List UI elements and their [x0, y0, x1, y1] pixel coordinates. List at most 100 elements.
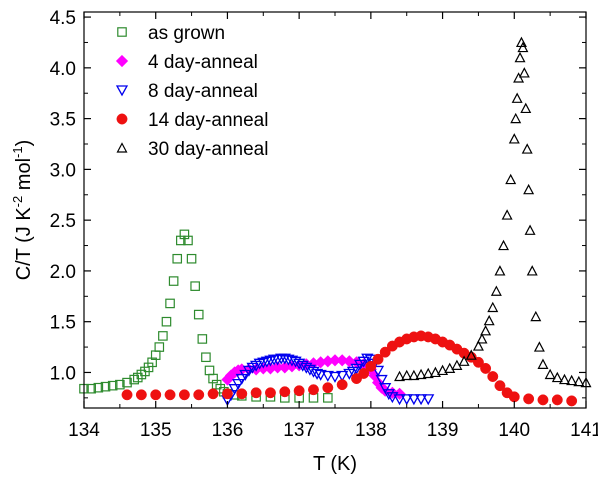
y-tick-label: 1.0	[50, 363, 76, 384]
data-point	[310, 368, 324, 380]
legend-marker	[116, 142, 128, 153]
data-point	[207, 388, 219, 400]
legend-marker	[115, 85, 129, 97]
y-tick-label: 4.0	[50, 59, 76, 80]
data-point	[544, 368, 556, 380]
data-point	[336, 354, 349, 367]
data-point	[566, 395, 578, 407]
x-tick-label: 136	[212, 420, 244, 441]
data-point	[518, 67, 530, 78]
data-point	[382, 389, 395, 401]
data-point	[465, 349, 477, 360]
y-tick-label: 3.5	[50, 110, 76, 131]
data-point	[476, 333, 488, 344]
data-point	[551, 394, 563, 406]
data-point	[176, 235, 186, 246]
data-point	[260, 356, 273, 368]
data-point	[193, 309, 204, 320]
data-point	[158, 331, 168, 341]
data-point	[190, 281, 200, 291]
x-axis-title: T (K)	[313, 453, 357, 475]
data-point	[208, 373, 218, 384]
data-point	[558, 373, 570, 385]
data-point	[86, 383, 96, 394]
data-point	[422, 367, 434, 379]
data-point	[161, 316, 172, 327]
y-axis: 1.0 1.5 2.0 2.5 3.0 3.5 4.0 4.5	[50, 8, 586, 399]
x-tick-label: 140	[498, 420, 530, 441]
data-point	[232, 378, 245, 390]
legend-label: 14 day-anneal	[148, 110, 268, 131]
data-point	[573, 375, 585, 387]
data-point	[407, 394, 420, 406]
data-point	[308, 384, 319, 396]
legend-marker	[117, 27, 127, 37]
data-point	[379, 346, 391, 358]
data-point	[228, 384, 241, 396]
data-point	[400, 394, 413, 406]
data-point	[487, 371, 499, 382]
data-point	[150, 389, 162, 401]
data-point	[480, 325, 492, 336]
y-tick-label: 4.5	[50, 8, 76, 29]
data-point	[201, 352, 211, 363]
data-point	[100, 381, 111, 392]
legend-item: 30 day-anneal	[116, 139, 268, 160]
data-point	[537, 358, 549, 369]
data-point	[129, 374, 139, 385]
data-point	[165, 298, 175, 309]
data-point	[490, 285, 502, 296]
data-point	[414, 394, 428, 406]
x-tick-label: 139	[427, 420, 459, 441]
legend-item: 4 day-anneal	[115, 52, 258, 73]
data-point	[93, 382, 104, 393]
data-point	[505, 173, 517, 185]
data-point	[204, 365, 215, 376]
data-point	[143, 362, 154, 373]
data-point	[437, 364, 449, 376]
legend-label: 30 day-anneal	[148, 139, 268, 160]
data-point	[551, 371, 563, 383]
data-point	[444, 362, 456, 373]
data-point	[375, 374, 388, 386]
data-point	[511, 92, 523, 103]
data-point	[517, 41, 529, 53]
data-point	[379, 383, 392, 395]
data-point	[314, 369, 327, 381]
data-point	[526, 265, 538, 276]
y-tick-label: 2.0	[50, 262, 76, 283]
data-point	[386, 392, 399, 404]
data-point	[107, 380, 118, 391]
legend-marker	[115, 54, 129, 68]
y-tick-label: 1.5	[50, 313, 76, 334]
data-point	[121, 389, 133, 401]
data-point	[494, 380, 506, 392]
y-tick-label: 3.0	[50, 160, 76, 181]
data-point	[135, 389, 147, 401]
data-point	[278, 353, 291, 365]
data-point	[132, 372, 143, 383]
legend-item: 8 day-anneal	[115, 81, 258, 102]
data-point	[279, 386, 291, 398]
y-tick-label: 2.5	[50, 211, 76, 232]
data-point	[524, 224, 536, 235]
data-point	[372, 353, 384, 365]
x-axis: 134 135 136 137 138 139 140 141	[68, 12, 598, 441]
data-point	[483, 314, 495, 326]
legend: as grown 4 day-anneal 8 day-anneal 14 day-a…	[115, 23, 268, 160]
series-layer	[79, 36, 592, 407]
data-point	[293, 385, 305, 397]
data-point	[147, 357, 157, 368]
data-point	[393, 394, 406, 406]
data-point	[253, 358, 266, 370]
data-point	[358, 368, 370, 379]
legend-item: as grown	[117, 23, 225, 44]
data-point	[164, 389, 176, 401]
data-point	[523, 393, 535, 405]
data-point	[236, 388, 248, 400]
data-point	[154, 342, 165, 352]
data-point	[394, 370, 406, 382]
data-point	[508, 391, 520, 403]
data-point	[508, 133, 520, 144]
